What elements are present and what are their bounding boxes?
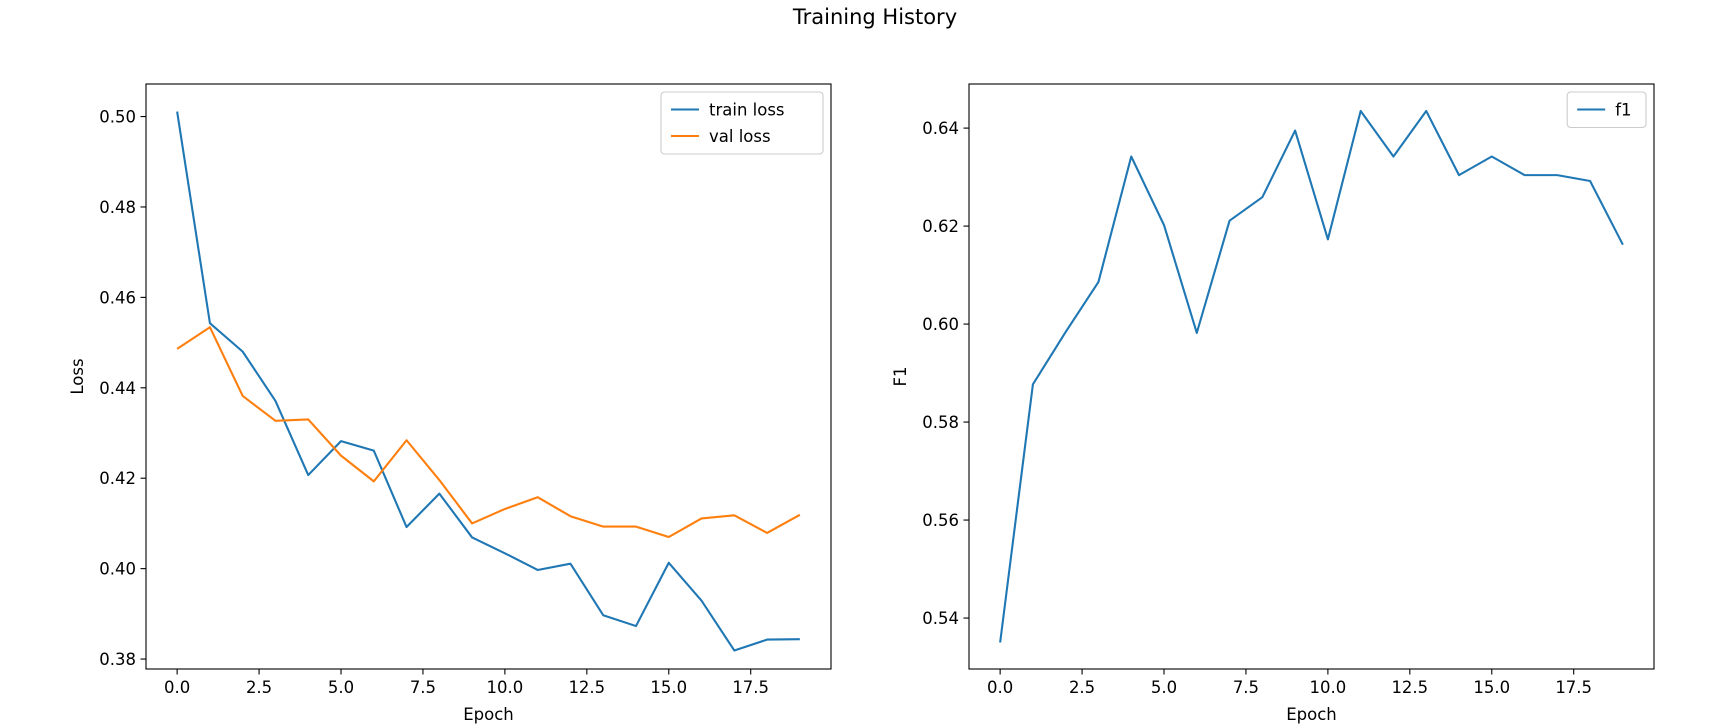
chart-1-y-axis-label: Loss	[68, 358, 87, 394]
chart-2-x-tick-label: 5.0	[1151, 678, 1177, 697]
f1-chart-panel: 0.0 2.5 5.0 7.5 10.0 12.5 15.0 17.5 0.54 0.56 0.58…	[891, 83, 1655, 724]
chart-2-y-axis-label: F1	[891, 367, 910, 387]
chart-2-x-tick-label: 10.0	[1310, 678, 1347, 697]
chart-1-y-tick-label: 0.44	[99, 379, 136, 398]
chart-1-series-train-loss-line	[176, 111, 800, 652]
chart-2-x-tick-label: 2.5	[1069, 678, 1095, 697]
chart-1-x-tick-label: 5.0	[328, 678, 354, 697]
chart-1-legend: train loss val loss	[660, 91, 824, 155]
chart-2-x-axis-label: Epoch	[1286, 705, 1337, 724]
chart-1-x-axis-label: Epoch	[463, 705, 514, 724]
chart-2-axes-frame	[968, 83, 1655, 670]
chart-2-y-tick-label: 0.58	[922, 413, 959, 432]
chart-1-x-tick-label: 12.5	[568, 678, 605, 697]
chart-1-x-tick-label: 17.5	[732, 678, 769, 697]
chart-1-y-tick-label: 0.40	[99, 560, 136, 579]
chart-1-legend-label-val-loss: val loss	[709, 127, 771, 146]
chart-1-legend-label-train-loss: train loss	[709, 101, 785, 120]
loss-chart-panel: 0.0 2.5 5.0 7.5 10.0 12.5 15.0 17.5 0.38 0.40 0.42…	[68, 83, 832, 724]
chart-1-y-tick-label: 0.38	[99, 650, 136, 669]
chart-1-x-tick-label: 15.0	[650, 678, 687, 697]
chart-2-x-tick-label: 0.0	[987, 678, 1013, 697]
chart-2-y-tick-label: 0.62	[922, 217, 959, 236]
chart-2-x-tick-label: 12.5	[1391, 678, 1428, 697]
chart-1-x-tick-label: 7.5	[410, 678, 436, 697]
chart-2-y-tick-label: 0.56	[922, 511, 959, 530]
chart-2-legend-label-f1: f1	[1615, 101, 1631, 120]
chart-1-y-tick-label: 0.50	[99, 108, 136, 127]
chart-1-y-tick-label: 0.48	[99, 198, 136, 217]
chart-1-x-tick-label: 10.0	[487, 678, 524, 697]
chart-2-y-tick-label: 0.64	[922, 119, 959, 138]
chart-2-x-tick-label: 17.5	[1555, 678, 1592, 697]
chart-2-series-f1-line	[999, 109, 1624, 643]
chart-2-y-tick-label: 0.60	[922, 315, 959, 334]
chart-1-y-tick-label: 0.42	[99, 469, 136, 488]
chart-2-x-tick-label: 15.0	[1473, 678, 1510, 697]
chart-2-x-tick-label: 7.5	[1233, 678, 1259, 697]
chart-1-x-tick-label: 2.5	[246, 678, 272, 697]
chart-1-legend-box	[660, 91, 824, 155]
chart-2-legend: f1	[1566, 91, 1647, 129]
chart-1-series-val-loss-line	[176, 326, 801, 539]
chart-1-x-tick-label: 0.0	[164, 678, 190, 697]
chart-2-legend-box	[1566, 91, 1647, 129]
chart-2-y-tick-label: 0.54	[922, 609, 959, 628]
chart-1-axes-frame	[145, 83, 832, 670]
figure-title: Training History	[792, 5, 957, 29]
chart-1-y-tick-label: 0.46	[99, 288, 136, 307]
